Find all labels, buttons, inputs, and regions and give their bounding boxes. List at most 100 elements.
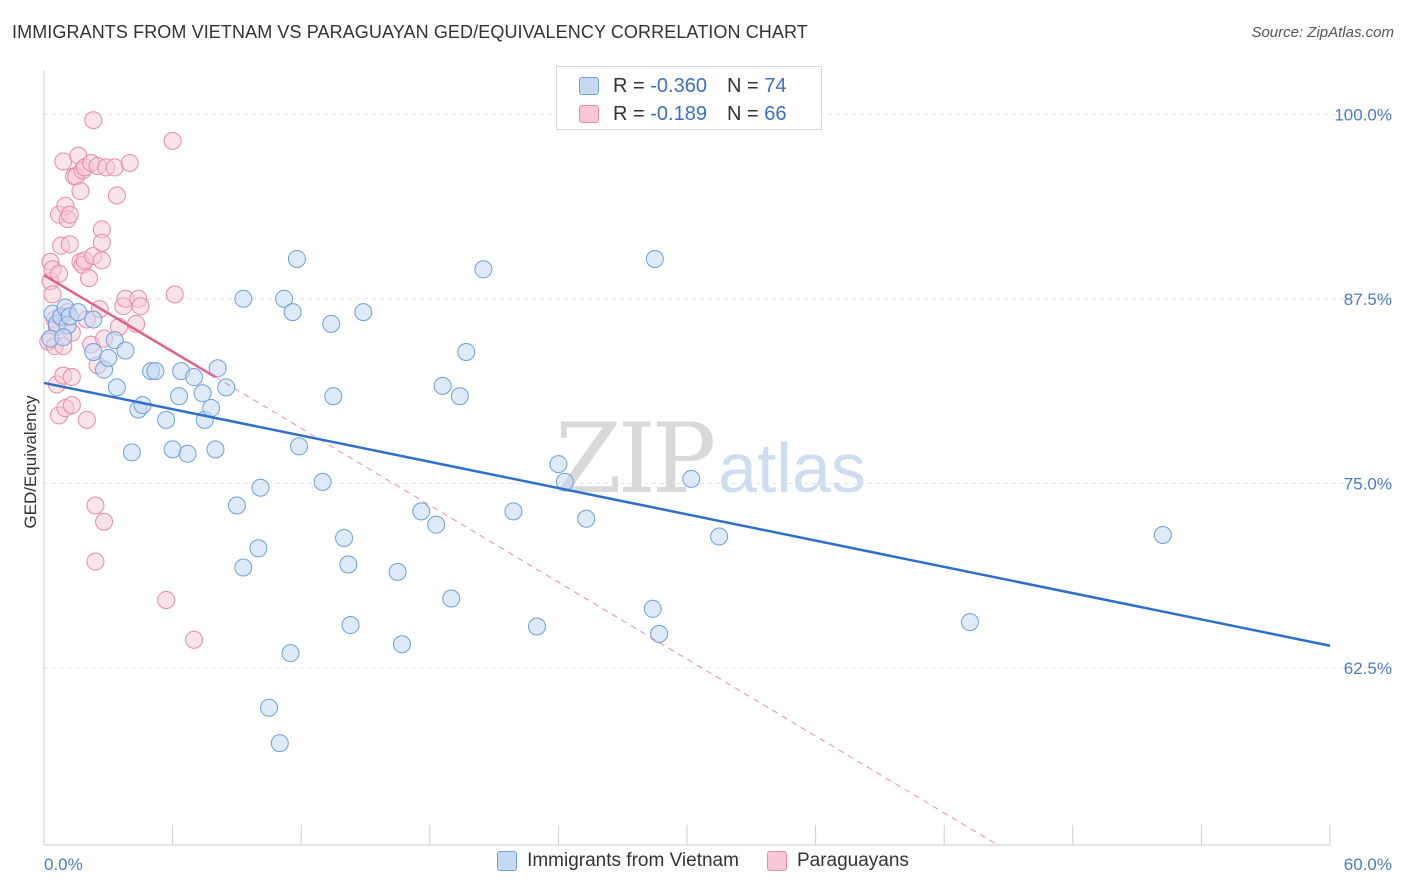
legend-row-vietnam: R = -0.360 N = 74 — [579, 73, 786, 99]
legend-item-paraguayans: Paraguayans — [766, 850, 909, 872]
vietnam-point — [388, 562, 407, 581]
y-tick-label: 62.5% — [1344, 659, 1392, 678]
axes — [43, 70, 1331, 846]
vietnam-point — [193, 384, 212, 403]
paraguayans-point — [50, 264, 69, 283]
vietnam-point — [260, 698, 279, 717]
vietnam-point — [249, 539, 268, 558]
n-label: N = — [726, 74, 759, 97]
vietnam-point — [251, 478, 270, 497]
vietnam-point — [170, 387, 189, 406]
vietnam-point — [650, 624, 669, 643]
vietnam-swatch — [579, 77, 599, 95]
vietnam-point — [54, 328, 73, 347]
vietnam-point — [392, 635, 411, 654]
vietnam-point — [645, 249, 664, 268]
vietnam-point — [549, 455, 568, 474]
paraguayans-point — [120, 154, 139, 172]
x-tick-label: 0.0% — [44, 855, 83, 874]
vietnam-points — [41, 105, 1172, 753]
vietnam-point — [433, 376, 452, 395]
paraguayans-point — [185, 630, 204, 649]
vietnam-point — [206, 440, 225, 459]
vietnam-point — [122, 443, 141, 462]
paraguayans-point — [163, 131, 182, 150]
vietnam-point — [157, 410, 176, 429]
vietnam-point — [577, 509, 596, 528]
vietnam-point — [275, 289, 294, 308]
vietnam-point — [322, 314, 341, 333]
y-tick-label: 75.0% — [1344, 474, 1392, 493]
n-value: 66 — [764, 102, 787, 125]
vietnam-point — [339, 555, 358, 574]
grid-lines — [44, 113, 1392, 669]
vietnam-point — [281, 644, 300, 663]
vietnam-point — [99, 348, 118, 367]
legend-label: Paraguayans — [796, 850, 909, 871]
watermark-zip: ZIP — [555, 403, 714, 515]
vietnam-point — [442, 589, 461, 608]
vietnam-point — [146, 362, 165, 381]
x-tick-label: 60.0% — [1344, 855, 1392, 874]
paraguayans-point — [54, 152, 73, 171]
y-axis-title: GED/Equivalency — [21, 395, 40, 529]
vietnam-point — [335, 528, 354, 547]
paraguayans-point — [95, 512, 114, 531]
vietnam-swatch — [497, 851, 518, 871]
vietnam-point — [450, 387, 469, 406]
n-label: N = — [726, 102, 759, 125]
vietnam-point — [178, 444, 197, 463]
paraguayans-point — [92, 251, 111, 270]
legend-label: Immigrants from Vietnam — [527, 850, 739, 871]
paraguayans-point — [71, 182, 90, 201]
y-tick-label: 87.5% — [1344, 290, 1392, 309]
vietnam-point — [287, 249, 306, 268]
legend-row-paraguayans: R = -0.189 N = 66 — [579, 101, 786, 127]
vietnam-point — [457, 342, 476, 361]
vietnam-point — [208, 359, 227, 378]
vietnam-point — [527, 617, 546, 636]
r-label: R = — [613, 102, 645, 125]
r-value: -0.189 — [650, 102, 707, 125]
vietnam-point — [341, 616, 360, 635]
paraguayans-point — [62, 396, 81, 415]
legend-item-vietnam: Immigrants from Vietnam — [497, 850, 739, 872]
paraguayans-point — [86, 552, 105, 571]
vietnam-point — [116, 341, 135, 360]
vietnam-point — [290, 437, 309, 456]
vietnam-point — [69, 303, 88, 322]
vietnam-point — [202, 399, 221, 418]
vietnam-point — [960, 613, 979, 632]
vietnam-trend-line — [43, 381, 1331, 647]
source-label: Source: ZipAtlas.com — [1251, 24, 1394, 41]
vietnam-point — [427, 515, 446, 534]
paraguayans-swatch — [579, 105, 599, 123]
paraguayans-point — [92, 233, 111, 252]
paraguayans-swatch — [766, 851, 787, 871]
series-legend: Immigrants from Vietnam Paraguayans — [0, 850, 1406, 872]
paraguayans-point — [77, 410, 96, 429]
trend-lines — [43, 274, 1331, 846]
paraguayans-point — [80, 269, 99, 288]
vietnam-point — [270, 734, 289, 753]
vietnam-point — [84, 342, 103, 361]
vietnam-point — [1153, 526, 1172, 544]
vietnam-point — [474, 260, 493, 279]
vietnam-point — [710, 527, 729, 546]
paraguayans-point — [84, 111, 103, 130]
paraguayans-point — [131, 297, 150, 316]
vietnam-point — [185, 368, 204, 387]
vietnam-point — [504, 502, 523, 521]
vietnam-point — [324, 387, 343, 406]
r-value: -0.360 — [650, 74, 707, 97]
vietnam-point — [234, 289, 253, 308]
vietnam-point — [354, 303, 373, 322]
vietnam-point — [283, 303, 302, 322]
paraguayans-point — [107, 186, 126, 205]
paraguayans-point — [157, 590, 176, 609]
vietnam-point — [234, 558, 253, 577]
watermark-atlas: atlas — [718, 429, 866, 507]
tick-labels: 62.5% 75.0% 87.5% 100.0% 0.0% 60.0% — [44, 105, 1392, 874]
vietnam-point — [643, 599, 662, 618]
vietnam-point — [682, 469, 701, 488]
